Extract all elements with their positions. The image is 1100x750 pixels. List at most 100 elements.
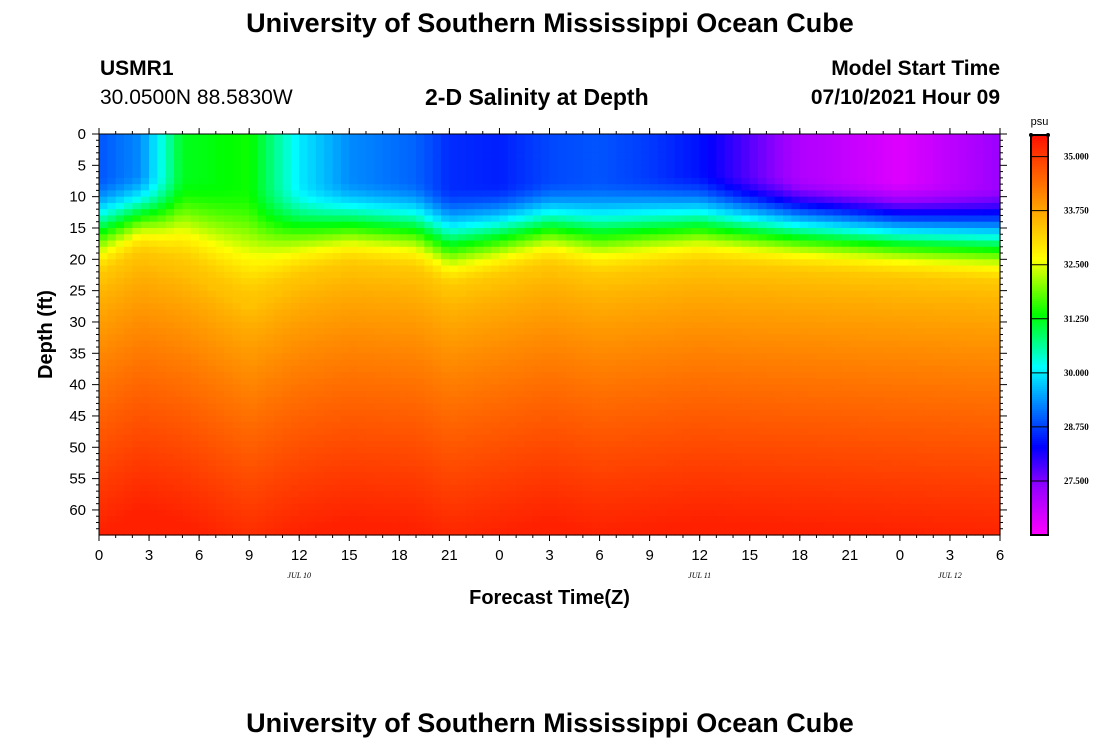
heatmap-cell <box>432 509 442 517</box>
heatmap-cell <box>399 365 409 373</box>
heatmap-cell <box>557 434 567 442</box>
heatmap-cell <box>399 315 409 323</box>
heatmap-cell <box>190 227 200 235</box>
heatmap-cell <box>507 441 517 448</box>
heatmap-cell <box>274 303 284 311</box>
heatmap-cell <box>115 134 125 141</box>
heatmap-cell <box>390 409 400 417</box>
heatmap-cell <box>382 165 392 173</box>
heatmap-cell <box>107 434 117 442</box>
heatmap-cell <box>149 466 158 473</box>
heatmap-cell <box>708 284 717 292</box>
heatmap-cell <box>599 365 609 373</box>
heatmap-cell <box>733 134 742 141</box>
heatmap-cell <box>374 334 384 342</box>
heatmap-cell <box>165 190 175 198</box>
heatmap-cell <box>457 390 467 398</box>
heatmap-cell <box>482 253 492 260</box>
heatmap-cell <box>574 177 584 185</box>
heatmap-cell <box>574 146 584 154</box>
heatmap-cell <box>524 227 534 235</box>
heatmap-cell <box>507 491 517 499</box>
heatmap-cell <box>582 246 592 254</box>
heatmap-cell <box>599 397 609 405</box>
heatmap-cell <box>691 403 701 411</box>
heatmap-cell <box>399 334 409 342</box>
heatmap-cell <box>374 309 384 317</box>
heatmap-cell <box>582 309 592 317</box>
heatmap-cell <box>115 202 125 210</box>
heatmap-cell <box>215 347 225 354</box>
heatmap-cell <box>190 303 200 311</box>
heatmap-cell <box>674 459 684 467</box>
heatmap-cell <box>357 390 367 398</box>
heatmap-cell <box>232 215 242 223</box>
heatmap-cell <box>599 478 609 486</box>
heatmap-cell <box>324 403 334 411</box>
heatmap-cell <box>474 491 484 499</box>
heatmap-cell <box>107 202 117 210</box>
heatmap-cell <box>699 484 709 492</box>
heatmap-cell <box>474 190 484 198</box>
heatmap-cell <box>257 146 267 154</box>
heatmap-cell <box>124 290 133 298</box>
heatmap-cell <box>307 422 317 430</box>
heatmap-cell <box>324 484 334 492</box>
heatmap-cell <box>741 290 751 298</box>
heatmap-cell <box>165 428 175 436</box>
heatmap-cell <box>491 177 501 185</box>
heatmap-cell <box>182 415 192 423</box>
heatmap-cell <box>674 340 684 348</box>
heatmap-cell <box>432 171 442 179</box>
heatmap-cell <box>99 353 108 361</box>
heatmap-cell <box>699 196 709 204</box>
heatmap-cell <box>157 202 167 210</box>
heatmap-cell <box>182 503 192 511</box>
heatmap-cell <box>240 278 250 285</box>
heatmap-cell <box>199 384 209 392</box>
heatmap-cell <box>532 296 542 304</box>
heatmap-cell <box>491 284 501 292</box>
heatmap-cell <box>207 459 217 467</box>
heatmap-cell <box>733 415 742 423</box>
heatmap-cell <box>616 253 626 260</box>
heatmap-cell <box>357 309 367 317</box>
heatmap-cell <box>340 359 350 367</box>
heatmap-cell <box>516 347 526 354</box>
heatmap-cell <box>499 309 509 317</box>
heatmap-cell <box>724 372 734 379</box>
heatmap-cell <box>224 434 234 442</box>
heatmap-cell <box>157 347 167 354</box>
heatmap-cell <box>349 227 359 235</box>
heatmap-cell <box>165 472 175 480</box>
heatmap-cell <box>666 522 676 530</box>
heatmap-cell <box>466 509 476 517</box>
heatmap-cell <box>432 415 442 423</box>
heatmap-cell <box>457 171 467 179</box>
heatmap-cell <box>674 434 684 442</box>
heatmap-cell <box>532 528 542 536</box>
heatmap-cell <box>107 522 117 530</box>
heatmap-cell <box>474 334 484 342</box>
heatmap-cell <box>649 221 659 229</box>
heatmap-cell <box>399 152 409 160</box>
heatmap-cell <box>566 390 576 398</box>
heatmap-cell <box>674 328 684 336</box>
heatmap-cell <box>174 484 184 492</box>
heatmap-cell <box>215 221 225 229</box>
heatmap-cell <box>299 466 309 473</box>
heatmap-cell <box>507 290 517 298</box>
heatmap-cell <box>491 240 501 248</box>
heatmap-cell <box>432 328 442 336</box>
heatmap-cell <box>716 265 726 273</box>
heatmap-cell <box>157 253 167 260</box>
heatmap-cell <box>591 491 601 499</box>
heatmap-cell <box>616 284 626 292</box>
heatmap-cell <box>157 434 167 442</box>
heatmap-cell <box>649 215 659 223</box>
heatmap-cell <box>441 509 450 517</box>
heatmap-cell <box>657 472 667 480</box>
heatmap-cell <box>224 177 234 185</box>
heatmap-cell <box>449 159 459 166</box>
heatmap-cell <box>224 447 234 455</box>
